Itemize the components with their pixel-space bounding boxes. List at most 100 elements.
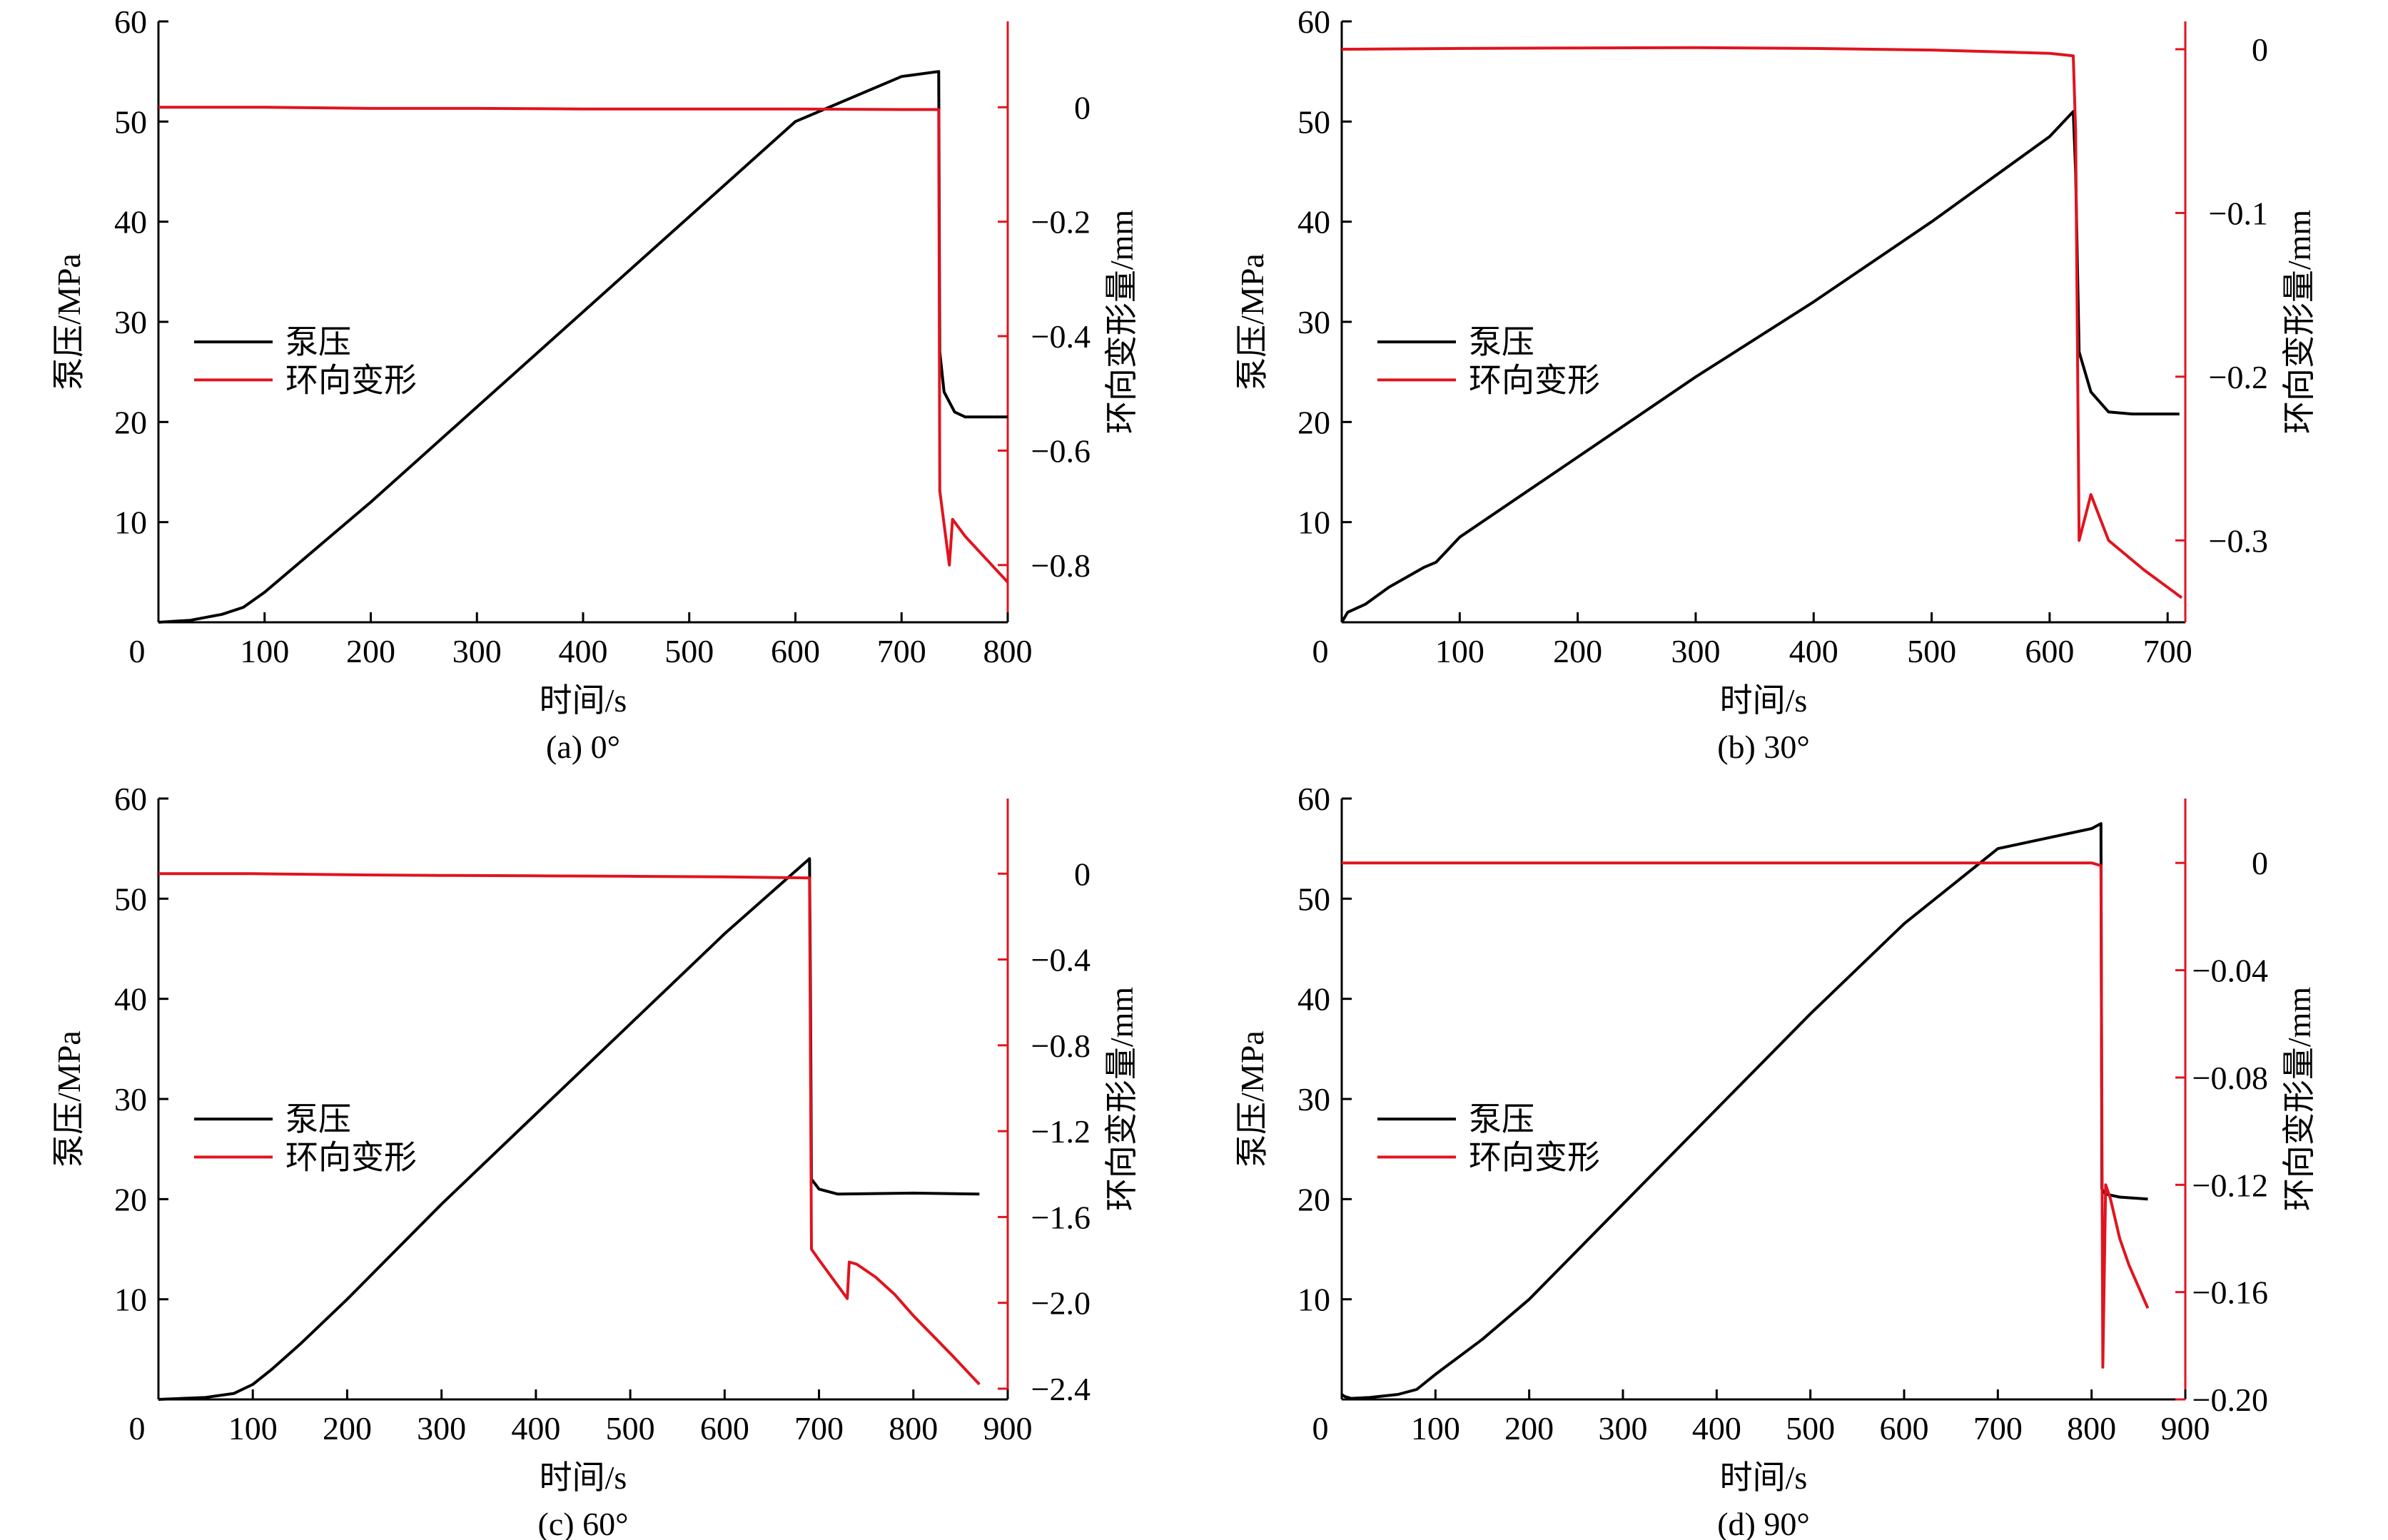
y-tick-label: 20: [114, 1181, 147, 1217]
y2-tick-label: −0.04: [2192, 953, 2268, 989]
y-axis-label: 泵压/MPa: [1234, 253, 1270, 390]
legend-label-hoop: 环向变形: [1469, 362, 1600, 398]
y2-tick-label: −0.4: [1031, 942, 1091, 978]
x-tick-label: 400: [511, 1410, 560, 1447]
panel-caption: (a) 0°: [546, 729, 620, 765]
x-tick-label: 600: [771, 633, 820, 669]
panel-caption: (d) 90°: [1717, 1506, 1810, 1540]
x-tick-label: 200: [323, 1410, 372, 1447]
y-tick-label: 30: [114, 304, 147, 340]
pump-pressure-line: [158, 857, 980, 1401]
x-tick-label: 300: [452, 633, 502, 669]
y-tick-label: 40: [114, 204, 147, 240]
y2-tick-label: −0.8: [1031, 547, 1091, 584]
y-tick-label: 60: [1297, 4, 1330, 40]
x-tick-label: 0: [1312, 633, 1329, 669]
y-tick-label: 60: [114, 4, 147, 40]
y-tick-label: 10: [1297, 1282, 1330, 1318]
y-tick-label: 40: [1297, 981, 1330, 1018]
y-tick-label: 20: [1297, 404, 1330, 440]
x-tick-label: 800: [983, 633, 1033, 669]
x-tick-label: 200: [1504, 1410, 1554, 1447]
legend-label-hoop: 环向变形: [285, 362, 417, 398]
pump-pressure-line: [1340, 822, 2148, 1400]
y2-tick-label: −1.6: [1031, 1199, 1091, 1235]
y-tick-label: 20: [114, 404, 147, 440]
legend-label-pump: 泵压: [1469, 324, 1534, 360]
y2-tick-label: 0: [2252, 31, 2268, 68]
y-tick-label: 50: [1297, 103, 1330, 140]
pump-pressure-line: [1340, 110, 2180, 624]
x-axis-label: 时间/s: [540, 682, 627, 719]
x-tick-label: 600: [1880, 1410, 1929, 1447]
y2-tick-label: −0.8: [1031, 1028, 1091, 1064]
y2-axis-label: 环向变形量/mm: [2281, 987, 2317, 1212]
y-tick-label: 50: [114, 881, 147, 917]
y2-tick-label: 0: [1074, 89, 1091, 126]
x-tick-label: 0: [1312, 1410, 1329, 1447]
x-tick-label: 200: [1553, 633, 1602, 669]
x-tick-label: 600: [2025, 633, 2074, 669]
y2-axis-label: 环向变形量/mm: [1103, 987, 1140, 1212]
x-tick-label: 900: [983, 1410, 1033, 1447]
x-tick-label: 500: [1907, 633, 1956, 669]
y2-tick-label: −0.16: [2192, 1275, 2268, 1311]
y-tick-label: 50: [114, 103, 147, 140]
chart-panel-b: 0 100 200 300 400 500 600 7001020304050600−0.1−…: [1234, 4, 2317, 765]
y-tick-label: 10: [1297, 505, 1330, 541]
x-tick-label: 500: [1786, 1410, 1835, 1447]
x-tick-label: 400: [1692, 1410, 1741, 1447]
chart-panel-a: 0 100 200 300 400 500 600 700 8001020304050600−0…: [51, 4, 1140, 765]
x-tick-label: 500: [606, 1410, 655, 1447]
x-tick-label: 100: [1435, 633, 1484, 669]
y2-tick-label: −0.2: [1031, 204, 1091, 240]
x-tick-label: 800: [889, 1410, 938, 1447]
y2-axis-label: 环向变形量/mm: [2281, 210, 2317, 435]
legend-label-pump: 泵压: [285, 324, 351, 360]
y-tick-label: 40: [114, 981, 147, 1018]
legend-label-hoop: 环向变形: [285, 1139, 417, 1175]
y2-tick-label: −2.4: [1031, 1371, 1091, 1407]
y2-tick-label: −0.1: [2209, 195, 2268, 231]
x-tick-label: 700: [2143, 633, 2192, 669]
y2-tick-label: 0: [2252, 845, 2268, 881]
legend-label-pump: 泵压: [285, 1101, 351, 1138]
y-tick-label: 30: [1297, 1081, 1330, 1118]
x-tick-label: 700: [877, 633, 926, 669]
hoop-deformation-line: [158, 106, 1009, 584]
x-axis-label: 时间/s: [1720, 1459, 1808, 1496]
x-tick-label: 300: [417, 1410, 466, 1447]
x-tick-label: 900: [2161, 1410, 2210, 1447]
y-tick-label: 30: [1297, 304, 1330, 340]
x-axis-label: 时间/s: [540, 1459, 627, 1496]
hoop-deformation-line: [158, 872, 981, 1386]
hoop-deformation-line: [1341, 46, 2183, 599]
x-tick-label: 0: [129, 1410, 146, 1447]
x-tick-label: 300: [1599, 1410, 1648, 1447]
y2-tick-label: −0.08: [2192, 1060, 2268, 1096]
y-axis-label: 泵压/MPa: [1234, 1030, 1270, 1167]
y2-tick-label: −2.0: [1031, 1285, 1091, 1322]
x-tick-label: 400: [1789, 633, 1838, 669]
x-tick-label: 100: [1411, 1410, 1460, 1447]
legend-label-hoop: 环向变形: [1469, 1139, 1600, 1175]
panel-caption: (b) 30°: [1717, 729, 1810, 765]
chart-panel-c: 0 100 200 300 400 500 600 700 800 900102030405060…: [51, 781, 1140, 1540]
pump-pressure-line: [158, 70, 1008, 624]
x-tick-label: 600: [700, 1410, 749, 1447]
x-tick-label: 800: [2067, 1410, 2116, 1447]
y-tick-label: 40: [1297, 204, 1330, 240]
y2-tick-label: −0.3: [2209, 522, 2268, 559]
panel-caption: (c) 60°: [538, 1506, 629, 1540]
x-axis-label: 时间/s: [1720, 682, 1808, 719]
x-tick-label: 300: [1671, 633, 1720, 669]
y-tick-label: 60: [1297, 781, 1330, 817]
y-tick-label: 30: [114, 1081, 147, 1118]
y-tick-label: 10: [114, 505, 147, 541]
x-tick-label: 100: [228, 1410, 278, 1447]
legend-label-pump: 泵压: [1469, 1101, 1534, 1138]
y-tick-label: 20: [1297, 1181, 1330, 1217]
y-tick-label: 50: [1297, 881, 1330, 917]
y-tick-label: 60: [114, 781, 147, 817]
